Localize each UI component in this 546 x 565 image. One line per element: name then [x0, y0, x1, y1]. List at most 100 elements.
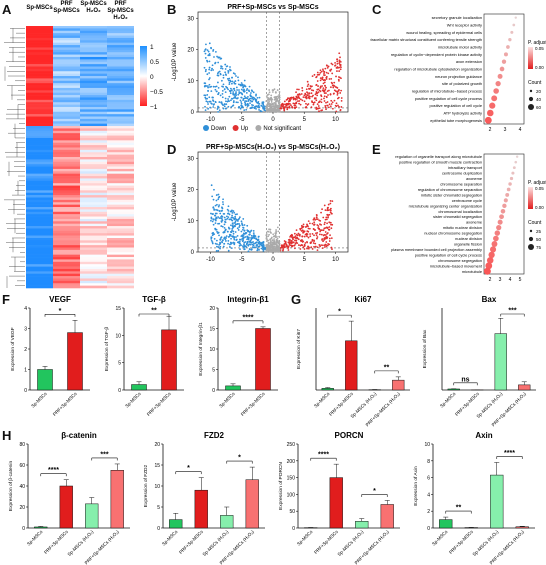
bar-ytick-label: 60 [19, 463, 25, 469]
enrich-term-label: epithelial tube morphogenesis [430, 118, 482, 123]
volcano-point [227, 249, 230, 252]
heatmap-cell [107, 145, 134, 148]
volcano-point [219, 212, 222, 215]
enrich-count-dot [529, 89, 533, 93]
enrich-dot [500, 208, 506, 214]
volcano-point [225, 100, 227, 103]
bar-ytick-label: 15 [154, 463, 160, 469]
volcano-point [228, 81, 231, 84]
volcano-point [226, 87, 229, 89]
volcano-point [334, 62, 336, 64]
enrich-term-label: intraciliary transport [448, 165, 483, 170]
volcano-point [249, 92, 252, 94]
volcano-xtick-label: 10 [332, 117, 339, 123]
heatmap-cell [107, 237, 134, 241]
volcano-point [208, 78, 210, 81]
volcano-point [256, 106, 259, 108]
volcano-point-ns [277, 230, 280, 233]
volcano-point [237, 79, 240, 82]
volcano-point [248, 85, 251, 88]
volcano-point [217, 193, 220, 196]
bar-group-label: Sp-MSCs (H₂O₂) [472, 529, 500, 557]
volcano-point [234, 231, 237, 233]
bar-chart-title: Axin [475, 431, 492, 440]
volcano-point [307, 103, 310, 105]
heatmap-cell [26, 180, 53, 184]
volcano-point-ns [267, 235, 270, 238]
enrich-dot [499, 66, 505, 72]
enrich-xtick-label: 4 [509, 277, 512, 283]
volcano-point [313, 73, 316, 76]
volcano-point [228, 77, 231, 80]
heatmap-cell [80, 42, 107, 46]
volcano-point [233, 236, 236, 238]
volcano-point [306, 85, 309, 88]
volcano-point [243, 109, 246, 111]
volcano-point [252, 241, 254, 243]
heatmap-cell [53, 130, 80, 134]
bar-chart-title: FZD2 [204, 431, 225, 440]
heatmap-cell [107, 30, 134, 34]
volcano-point [305, 102, 307, 105]
heatmap-cell [53, 199, 80, 203]
volcano-point [253, 106, 255, 109]
heatmap-cell [107, 190, 134, 194]
volcano-point-ns [275, 247, 277, 250]
bar-ytick-label: 5 [212, 368, 215, 374]
heatmap-cell [53, 154, 80, 158]
volcano-point [224, 68, 227, 70]
volcano-point [324, 106, 327, 109]
enrich-term-label: chromosome segregation [438, 258, 482, 263]
volcano-point [301, 99, 304, 102]
volcano-point-ns [278, 97, 281, 99]
volcano-point [246, 224, 249, 227]
heatmap-cell [26, 259, 53, 263]
volcano-point [325, 235, 328, 238]
volcano-point [247, 250, 250, 253]
volcano-point [303, 235, 306, 238]
volcano-point [314, 97, 317, 100]
volcano-point [326, 222, 328, 225]
heatmap-cell [107, 128, 134, 132]
heatmap-cell [107, 261, 134, 265]
volcano-point [207, 85, 209, 88]
volcano-point-ns [267, 245, 270, 248]
volcano-point [317, 85, 319, 87]
volcano-legend-label: Up [241, 126, 249, 132]
volcano-point [340, 77, 342, 80]
heatmap-column-label: Sp-MSCs [26, 5, 53, 11]
heatmap-cell [80, 99, 107, 103]
enrich-count-label: 60 [536, 105, 542, 110]
enrich-dot [506, 45, 510, 49]
volcano-point [234, 95, 237, 98]
volcano-point [337, 104, 339, 107]
volcano-point [309, 235, 312, 238]
bar [194, 489, 208, 529]
heatmap-cell [80, 71, 107, 74]
heatmap-cell [107, 111, 134, 115]
volcano-point [326, 206, 329, 209]
volcano-point-ns [275, 104, 277, 107]
volcano-point [227, 240, 230, 242]
volcano-point [322, 234, 325, 237]
volcano-point-ns [270, 101, 273, 103]
volcano-point [243, 90, 246, 93]
heatmap-cell [53, 66, 80, 70]
volcano-point [229, 92, 232, 95]
volcano-point [258, 248, 260, 251]
volcano-point [214, 227, 217, 230]
heatmap-cell [107, 97, 134, 101]
volcano-point [219, 247, 221, 250]
bar-ytick-label: 150 [287, 476, 296, 482]
volcano-point [231, 97, 234, 100]
heatmap-cell [107, 247, 134, 251]
volcano-point [229, 210, 232, 213]
heatmap-column-label: H₂O₂ [113, 15, 128, 21]
volcano-point [324, 231, 327, 233]
heatmap-cell [80, 161, 107, 165]
volcano-point [287, 245, 290, 248]
volcano-point [220, 221, 223, 223]
enrich-dot [508, 37, 512, 42]
volcano-point [316, 237, 318, 240]
heatmap-cell [107, 90, 134, 93]
